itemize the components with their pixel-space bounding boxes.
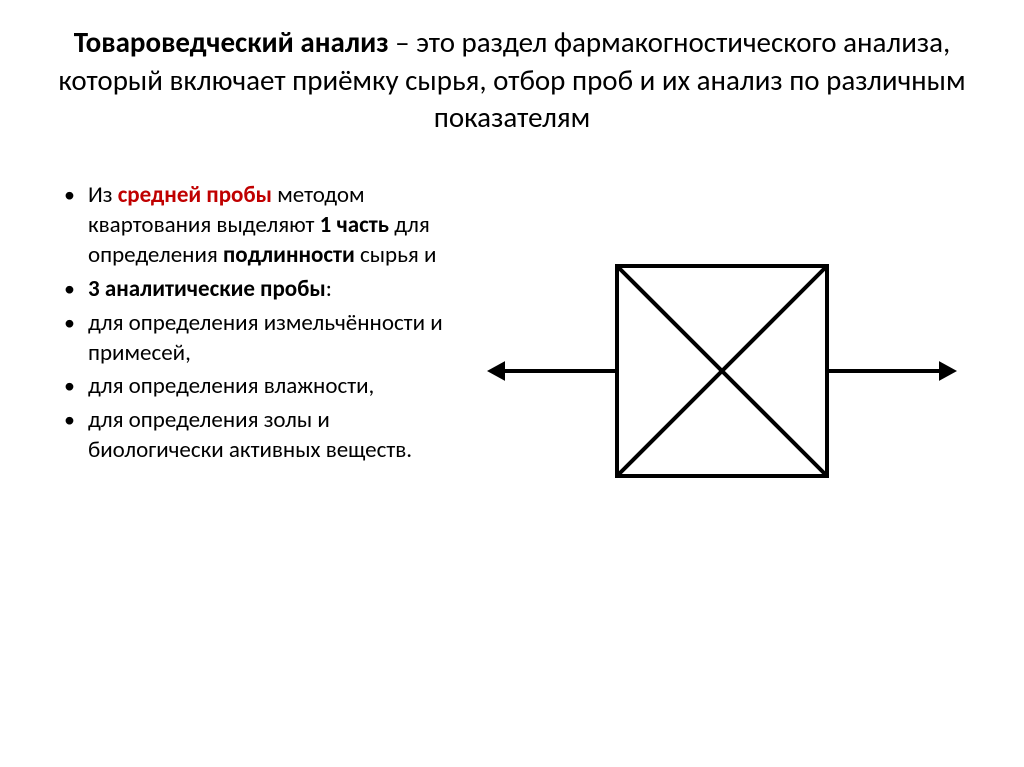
- slide-title: Товароведческий анализ – это раздел фарм…: [48, 24, 976, 137]
- list-item: для определения золы и биологически акти…: [56, 406, 468, 466]
- text-bold: 1 часть: [320, 211, 389, 239]
- list-item: для определения влажности,: [56, 372, 468, 402]
- title-bold: Товароведческий анализ: [74, 24, 389, 60]
- text: для определения влажности,: [88, 372, 374, 400]
- text: :: [326, 275, 332, 303]
- text: для определения золы и биологически акти…: [88, 406, 412, 464]
- text-bold: 3 аналитические пробы: [88, 275, 326, 303]
- content-row: Из средней пробы методом квартования выд…: [48, 181, 976, 501]
- text-highlight: средней пробы: [118, 181, 272, 209]
- list-item: для определения измельчённости и примесе…: [56, 309, 468, 369]
- text: для определения измельчённости и примесе…: [88, 309, 443, 367]
- text-bold: подлинности: [223, 241, 355, 269]
- list-item: 3 аналитические пробы:: [56, 275, 468, 305]
- bullet-list: Из средней пробы методом квартования выд…: [56, 181, 468, 466]
- bullet-list-container: Из средней пробы методом квартования выд…: [48, 181, 468, 470]
- quartation-diagram: [487, 241, 957, 501]
- diagram-container: [468, 181, 976, 501]
- text: сырья и: [355, 241, 437, 269]
- list-item: Из средней пробы методом квартования выд…: [56, 181, 468, 271]
- text: Из: [88, 181, 118, 209]
